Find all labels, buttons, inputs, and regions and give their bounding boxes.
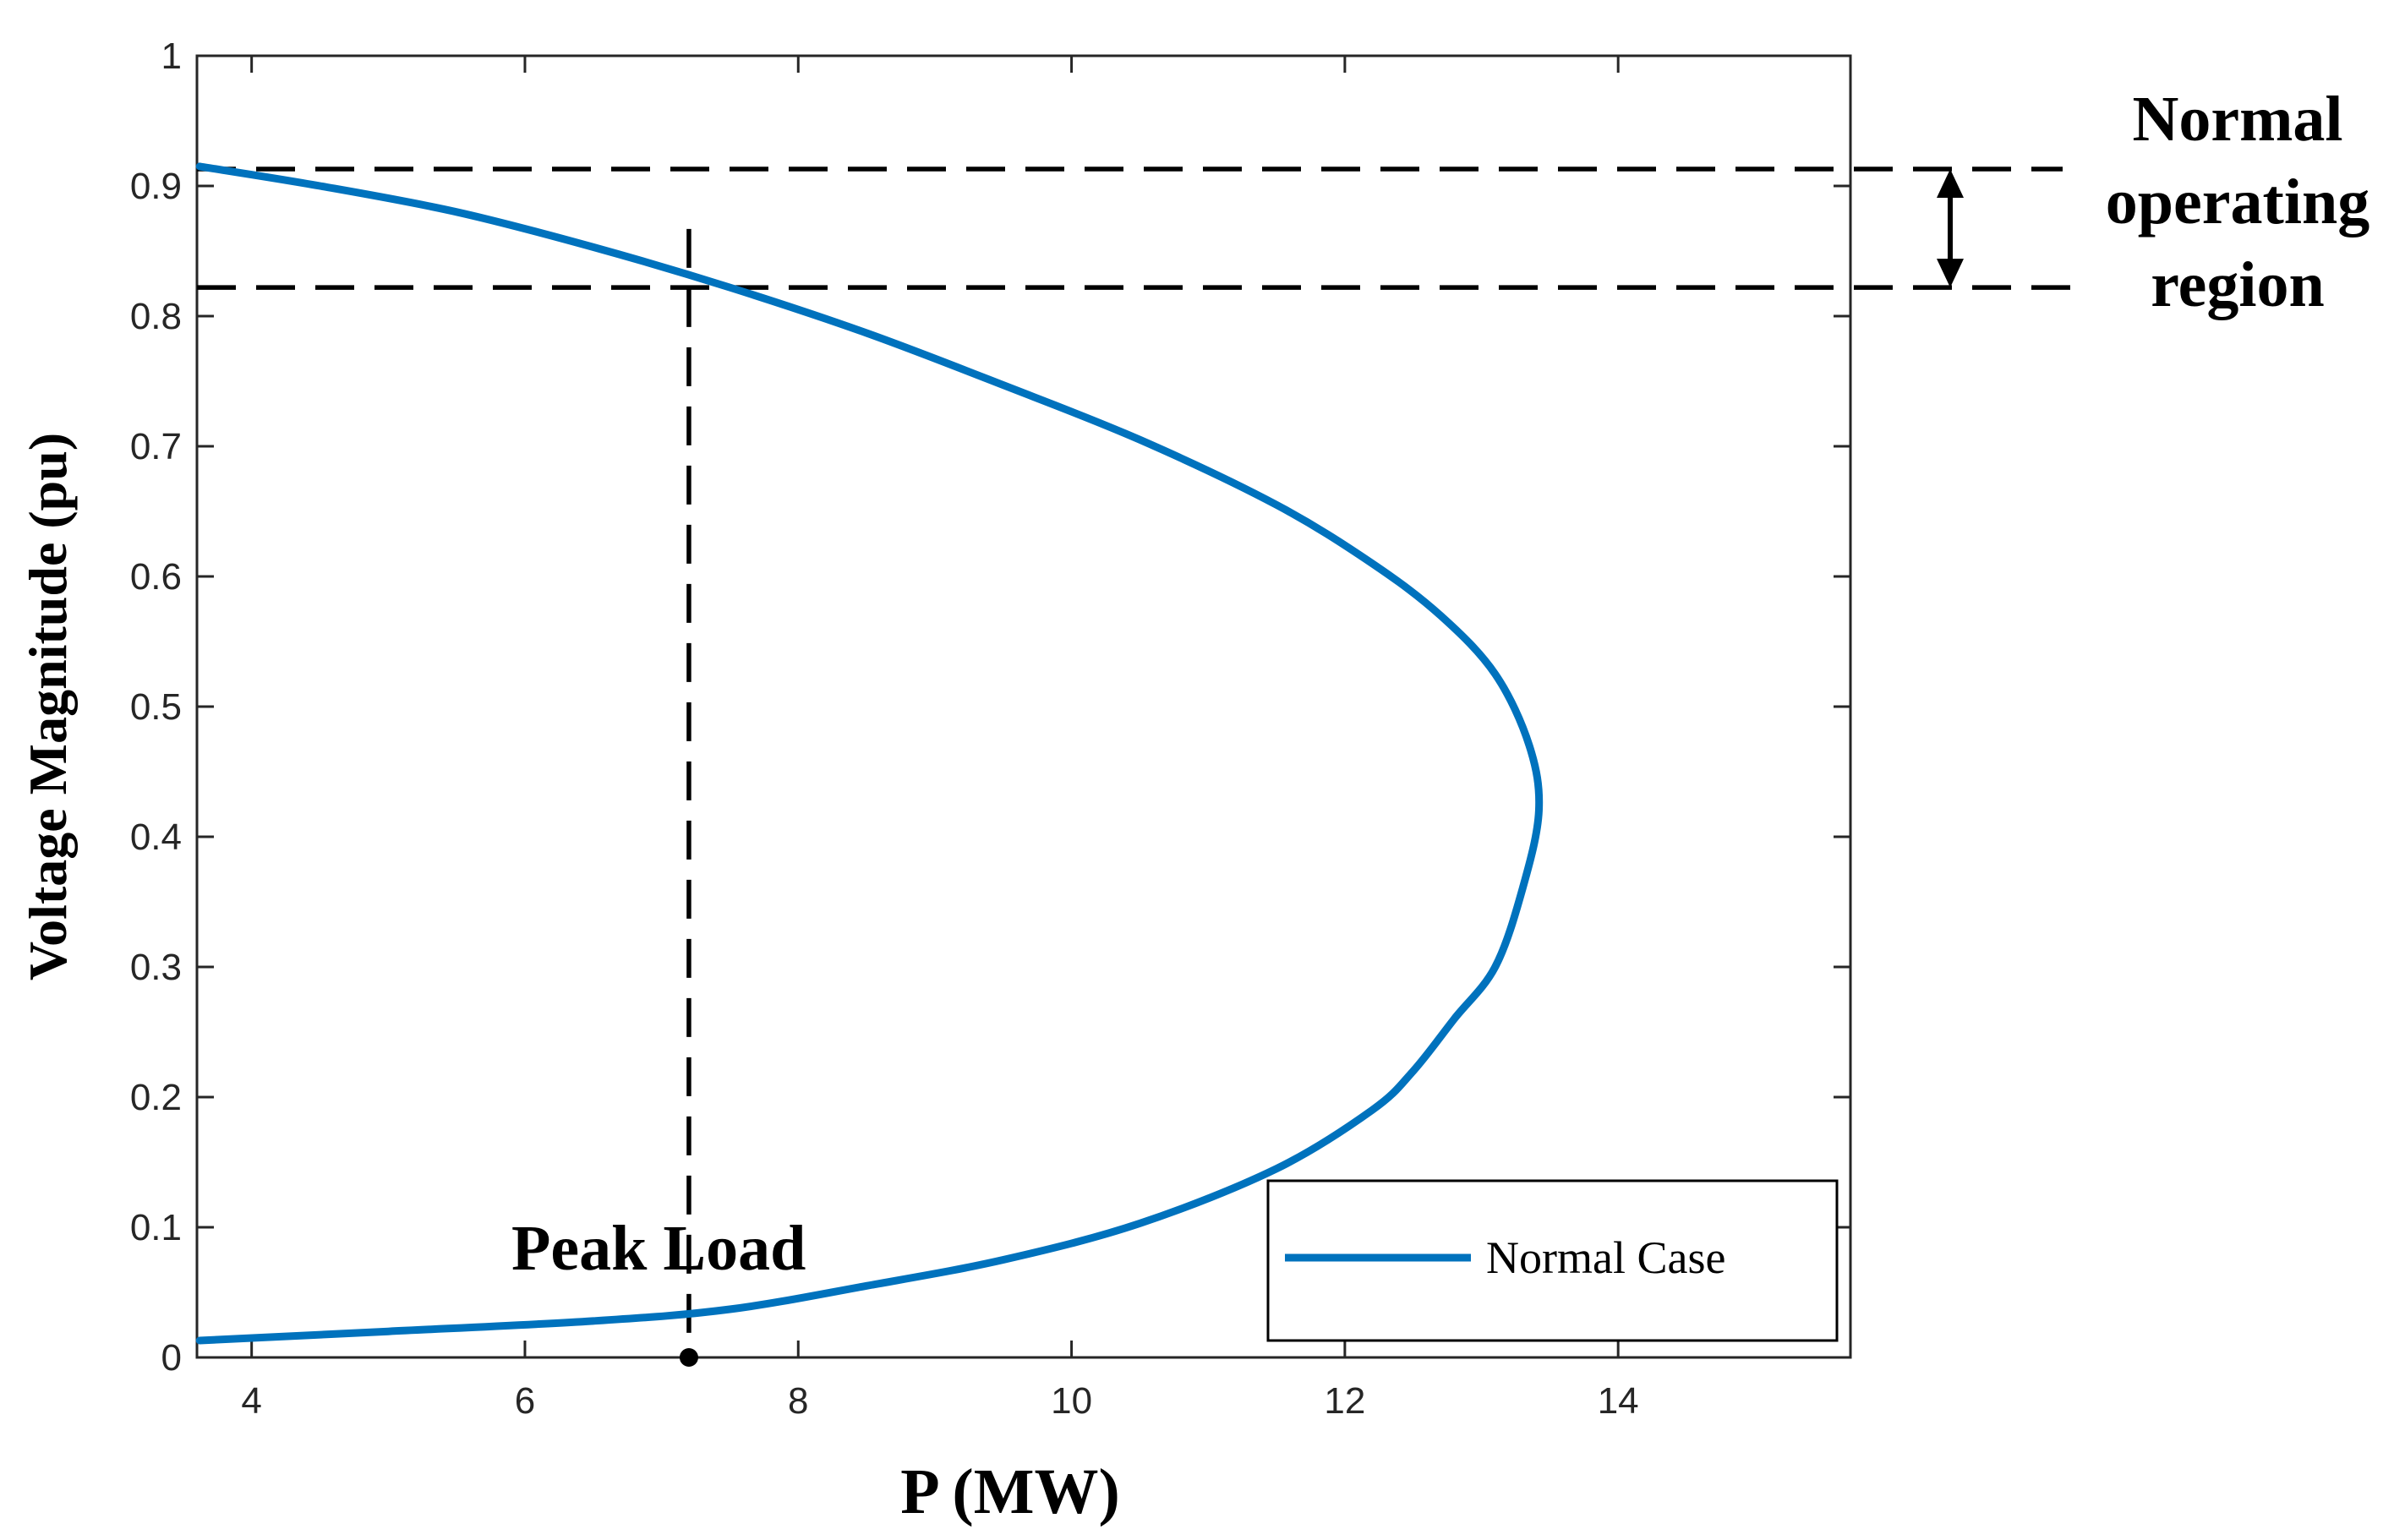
region-label-line-2: operating [2106, 167, 2369, 238]
x-tick-label: 8 [788, 1380, 808, 1422]
y-tick-label: 0.5 [130, 686, 182, 728]
y-tick-label: 0.6 [130, 556, 182, 598]
arrow-head-down [1937, 259, 1964, 288]
arrow-head-up [1937, 168, 1964, 198]
y-tick-label: 0.9 [130, 166, 182, 207]
reference-lines [197, 167, 2080, 1367]
x-tick-label: 6 [515, 1380, 535, 1422]
y-tick-label: 0.8 [130, 296, 182, 337]
y-tick-label: 0 [161, 1337, 182, 1379]
y-tick-label: 0.1 [130, 1207, 182, 1248]
y-tick-label: 0.7 [130, 426, 182, 467]
y-tick-label: 0.3 [130, 947, 182, 988]
legend-label-normal-case: Normal Case [1486, 1232, 1725, 1283]
x-axis-ticks: 4 6 8 10 12 14 [241, 56, 1639, 1422]
y-tick-label: 1 [161, 35, 182, 77]
x-tick-label: 4 [241, 1380, 261, 1422]
normal-case-curve [195, 162, 1544, 1345]
y-axis-ticks: 0 0.1 0.2 0.3 0.4 0.5 0.6 0.7 0.8 0.9 1 [130, 35, 1850, 1379]
y-tick-label: 0.4 [130, 816, 182, 858]
peak-load-marker [679, 1348, 698, 1367]
x-axis-title: P (MW) [900, 1456, 1120, 1527]
legend: Normal Case [1266, 1179, 1839, 1342]
plot-area-frame [195, 54, 1852, 1359]
region-label-line-3: region [2151, 249, 2324, 320]
y-tick-label: 0.2 [130, 1077, 182, 1118]
x-tick-label: 12 [1324, 1380, 1365, 1422]
x-tick-label: 14 [1598, 1380, 1639, 1422]
peak-load-label: Peak Load [511, 1213, 806, 1284]
region-label-line-1: Normal [2132, 84, 2342, 155]
x-tick-label: 10 [1051, 1380, 1092, 1422]
operating-region-arrow [1937, 168, 1964, 288]
y-axis-title: Voltage Magnitude (pu) [18, 433, 78, 980]
